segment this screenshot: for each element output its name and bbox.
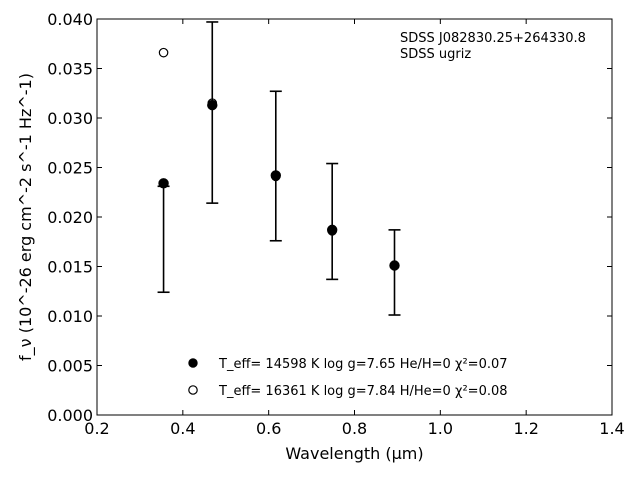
y-axis-label: f_ν (10^-26 erg cm^-2 s^-1 Hz^-1)	[16, 73, 36, 361]
data-point-filled	[158, 178, 169, 189]
x-tick-label: 0.2	[84, 419, 109, 438]
legend-label-series-1: T_eff= 14598 K log g=7.65 He/H=0 χ²=0.07	[218, 357, 508, 372]
x-tick-label: 1.0	[428, 419, 453, 438]
y-tick-label: 0.000	[47, 406, 93, 425]
y-tick-label: 0.005	[47, 357, 93, 376]
legend-marker-open	[188, 385, 198, 395]
x-tick-label: 0.6	[256, 419, 281, 438]
data-point-open	[158, 47, 169, 58]
x-tick-label: 0.8	[342, 419, 367, 438]
y-tick-label: 0.030	[47, 109, 93, 128]
y-tick-label: 0.025	[47, 159, 93, 178]
data-point-filled	[207, 99, 218, 111]
x-tick-label: 1.4	[599, 419, 624, 438]
y-tick-label: 0.010	[47, 307, 93, 326]
data-point-filled	[270, 170, 281, 181]
x-axis-ticks: 0.2 0.4 0.6 0.8 1.0 1.2 1.4	[84, 19, 625, 438]
data-points	[158, 47, 400, 271]
y-tick-label: 0.040	[47, 10, 93, 29]
data-point-filled	[326, 224, 338, 236]
legend: T_eff= 14598 K log g=7.65 He/H=0 χ²=0.07…	[188, 357, 508, 399]
x-axis-label: Wavelength (μm)	[285, 444, 423, 463]
annotation-survey: SDSS ugriz	[400, 47, 471, 62]
y-tick-label: 0.035	[47, 60, 93, 79]
y-axis-ticks: 0.000 0.005 0.010 0.015 0.020 0.025 0.030 0.035…	[47, 10, 612, 425]
error-bars	[157, 21, 401, 316]
y-tick-label: 0.015	[47, 258, 93, 277]
legend-label-series-2: T_eff= 16361 K log g=7.84 H/He=0 χ²=0.08	[218, 384, 508, 399]
plot-area	[96, 18, 613, 416]
annotation-object-name: SDSS J082830.25+264330.8	[400, 31, 586, 46]
x-tick-label: 1.2	[513, 419, 538, 438]
legend-marker-filled	[188, 358, 198, 368]
y-tick-label: 0.020	[47, 208, 93, 227]
x-tick-label: 0.4	[170, 419, 195, 438]
data-point-filled	[389, 260, 400, 271]
